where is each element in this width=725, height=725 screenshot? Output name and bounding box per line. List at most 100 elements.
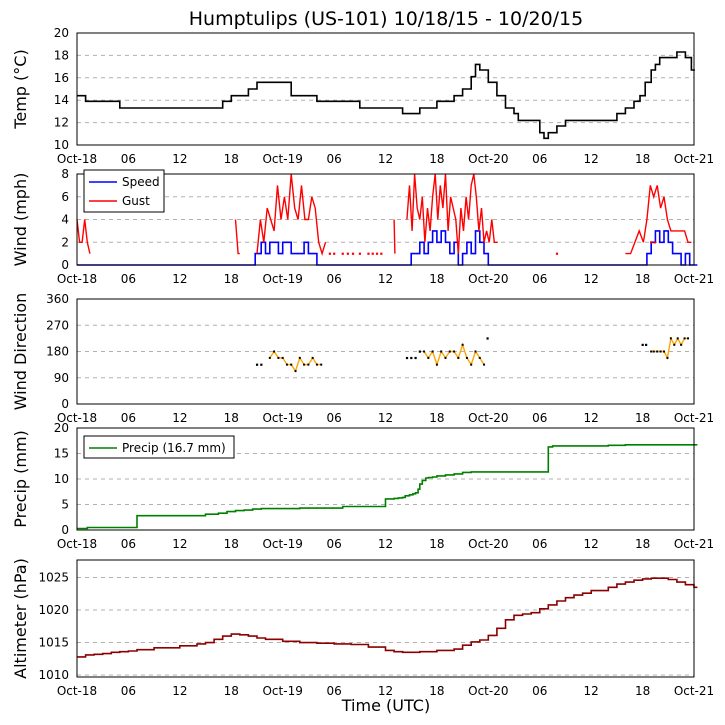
- direction-point: [474, 350, 477, 353]
- direction-xtick-label: 18: [635, 411, 650, 425]
- precip-ytick-label: 0: [61, 523, 69, 537]
- direction-point: [303, 363, 306, 366]
- temp-xtick-label: Oct-18: [57, 152, 97, 166]
- wind-ytick-label: 8: [61, 167, 69, 181]
- direction-dot: [255, 363, 259, 366]
- wind-ytick-label: 2: [61, 235, 69, 249]
- direction-point: [268, 356, 271, 359]
- direction-dot: [486, 337, 489, 340]
- panel-precip: 0 5 10 15 20 Precip (mm) Oct-18 06 12 18 Oct-19 06 1…: [11, 421, 714, 551]
- temp-series-temp: [77, 51, 695, 140]
- direction-dot: [641, 343, 644, 346]
- temp-ytick-label: 14: [54, 93, 69, 107]
- temp-xtick-label: 06: [326, 152, 341, 166]
- direction-dot: [260, 363, 263, 366]
- altimeter-xtick-label: 12: [584, 684, 599, 698]
- altimeter-xtick-label: Oct-21: [674, 684, 714, 698]
- precip-xtick-label: 12: [172, 537, 187, 551]
- direction-point: [676, 337, 679, 340]
- legend-box: [83, 435, 235, 459]
- direction-xtick-label: Oct-21: [674, 411, 714, 425]
- altimeter-series-altimeter: [77, 577, 698, 658]
- precip-legend: Precip (16.7 mm): [83, 435, 235, 459]
- temp-ytick-label: 18: [54, 48, 69, 62]
- direction-point: [294, 370, 297, 373]
- direction-xtick-label: Oct-20: [468, 411, 508, 425]
- direction-xtick-label: 06: [121, 411, 136, 425]
- direction-ytick-label: 360: [46, 292, 69, 306]
- temp-xtick-label: 06: [121, 152, 136, 166]
- temp-ytick-label: 12: [54, 116, 69, 130]
- direction-frame: [76, 298, 695, 405]
- precip-xtick-label: Oct-18: [57, 537, 97, 551]
- direction-xtick-label: Oct-18: [57, 411, 97, 425]
- precip-ylabel: Precip (mm): [11, 430, 30, 528]
- direction-segment: [423, 342, 485, 367]
- altimeter-xtick-label: 12: [378, 684, 393, 698]
- precip-ytick-label: 15: [54, 447, 69, 461]
- x-axis-label: Time (UTC): [341, 696, 430, 715]
- temp-ytick-label: 20: [54, 26, 69, 40]
- wind-segment: [76, 219, 91, 254]
- direction-point: [659, 350, 662, 353]
- temp-xtick-label: Oct-20: [468, 152, 508, 166]
- precip-xtick-label: 06: [121, 537, 136, 551]
- wind-xtick-label: Oct-19: [262, 272, 302, 286]
- temp-xtick-label: 12: [378, 152, 393, 166]
- wind-dot: [333, 252, 336, 255]
- precip-ytick-label: 10: [54, 472, 69, 486]
- direction-point: [483, 363, 486, 366]
- direction-point: [427, 356, 430, 359]
- legend-label: Speed: [122, 175, 160, 189]
- wind-dot: [346, 252, 349, 255]
- direction-segment: [651, 336, 688, 361]
- direction-xtick-label: 18: [429, 411, 444, 425]
- wind-dot: [328, 252, 331, 255]
- wind-dot: [375, 252, 379, 255]
- direction-point: [311, 356, 314, 359]
- altimeter-xtick-label: 06: [532, 684, 547, 698]
- temp-xtick-label: 12: [584, 152, 599, 166]
- direction-point: [315, 363, 318, 366]
- direction-xtick-label: 12: [584, 411, 599, 425]
- direction-point: [663, 350, 666, 353]
- temp-xtick-label: Oct-21: [674, 152, 714, 166]
- direction-ytick-label: 180: [46, 345, 69, 359]
- direction-point: [650, 350, 653, 353]
- direction-point: [687, 337, 690, 340]
- temp-xtick-label: 18: [224, 152, 239, 166]
- direction-point: [453, 350, 456, 353]
- direction-point: [423, 350, 426, 353]
- temp-xtick-label: 18: [635, 152, 650, 166]
- direction-dot: [645, 343, 648, 346]
- precip-xtick-label: 18: [635, 537, 650, 551]
- temp-xtick-label: 12: [172, 152, 187, 166]
- panel-temp: 10 12 14 16 18 20 Temp (°C) Oct-18 06 12 18 Oct-19 0…: [11, 26, 714, 166]
- temp-xtick-label: 06: [532, 152, 547, 166]
- direction-point: [290, 363, 293, 366]
- wind-ylabel: Wind (mph): [11, 173, 30, 267]
- altimeter-ytick-label: 1020: [38, 603, 69, 617]
- wind-dot: [371, 252, 374, 255]
- wind-ytick-label: 4: [61, 213, 69, 227]
- altimeter-ytick-label: 1025: [38, 571, 69, 585]
- wind-xtick-label: Oct-21: [674, 272, 714, 286]
- altimeter-ytick-label: 1010: [38, 668, 69, 682]
- direction-segment: [269, 350, 322, 373]
- direction-xtick-label: 12: [378, 411, 393, 425]
- direction-xtick-label: Oct-19: [262, 411, 302, 425]
- wind-xtick-label: 18: [224, 272, 239, 286]
- wind-xtick-label: 12: [378, 272, 393, 286]
- direction-point: [666, 356, 669, 359]
- wind-xtick-label: Oct-18: [57, 272, 97, 286]
- wind-xtick-label: 06: [121, 272, 136, 286]
- precip-ytick-label: 5: [61, 498, 69, 512]
- wind-segment: [234, 219, 240, 255]
- precip-xtick-label: Oct-20: [468, 537, 508, 551]
- legend-box: [83, 169, 165, 213]
- altimeter-xtick-label: 18: [635, 684, 650, 698]
- precip-xtick-label: 18: [429, 537, 444, 551]
- wind-segment: [393, 219, 396, 254]
- figure-title: Humptulips (US-101) 10/18/15 - 10/20/15: [189, 8, 584, 30]
